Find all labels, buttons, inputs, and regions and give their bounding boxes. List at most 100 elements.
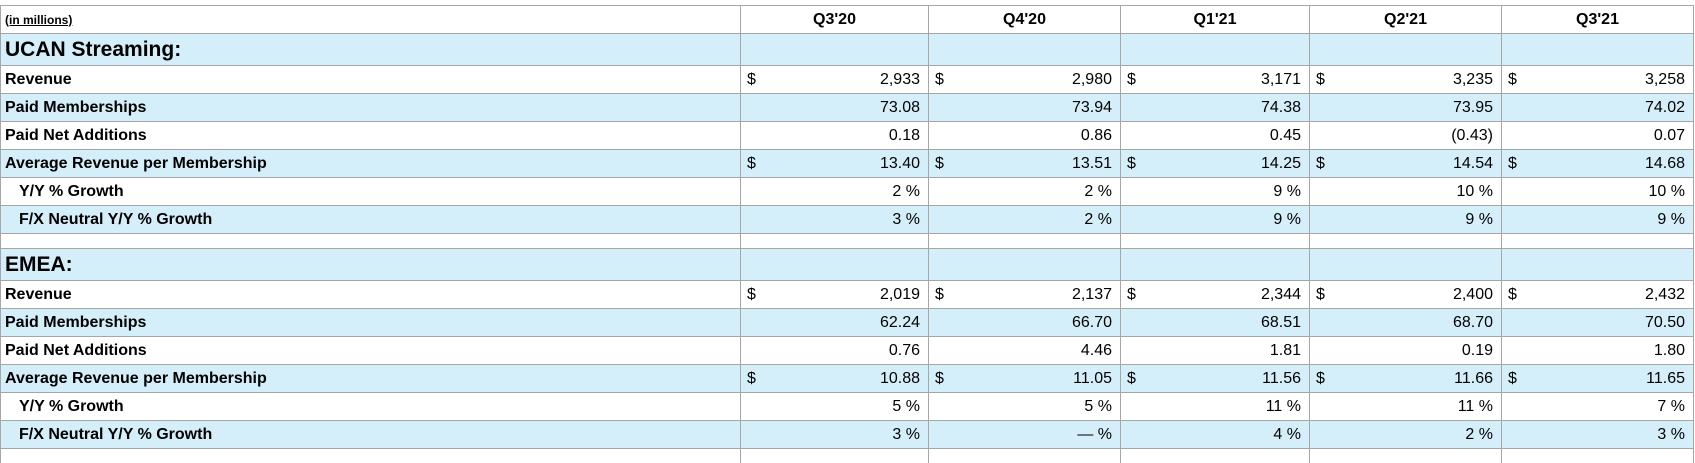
cell-value: 2,019 — [879, 285, 920, 303]
cell-content: $11.56 — [1127, 370, 1303, 388]
cell-content: 0.07 — [1508, 127, 1687, 145]
cell-content: $3,258 — [1508, 71, 1687, 89]
cell-content: 62.24 — [747, 314, 922, 332]
value-cell: $13.40 — [740, 149, 929, 178]
row-label: F/X Neutral Y/Y % Growth — [0, 420, 741, 449]
value-cell: $2,137 — [928, 280, 1121, 309]
cell-value: 73.94 — [1071, 98, 1112, 116]
data-row: Average Revenue per Membership $13.40 $13.… — [0, 149, 1694, 178]
cell-content: 10 % — [1316, 183, 1495, 201]
empty-cell — [1309, 448, 1502, 463]
currency-symbol: $ — [1316, 369, 1325, 387]
empty-cell — [1120, 248, 1310, 281]
cell-content: 3 % — [747, 211, 922, 229]
cell-value: 9 % — [1273, 210, 1301, 228]
cell-content: 0.76 — [747, 342, 922, 360]
cell-content: $2,980 — [935, 71, 1114, 89]
cell-content: $11.65 — [1508, 370, 1687, 388]
cell-value: 9 % — [1465, 210, 1493, 228]
value-cell: 3 % — [740, 420, 929, 449]
currency-symbol: $ — [1508, 70, 1517, 88]
cell-content: $10.88 — [747, 370, 922, 388]
value-cell: 1.81 — [1120, 336, 1310, 365]
empty-cell — [740, 33, 929, 66]
cell-content: $11.66 — [1316, 370, 1495, 388]
empty-cell — [1120, 448, 1310, 463]
value-cell: 1.80 — [1501, 336, 1694, 365]
cell-content: 11 % — [1127, 398, 1303, 416]
value-cell: 11 % — [1309, 392, 1502, 421]
financial-table: (in millions) Q3'20 Q4'20 Q1'21 Q2'21 Q3'21 UC… — [0, 5, 1694, 463]
period-header: Q3'21 — [1501, 5, 1694, 34]
value-cell: $10.88 — [740, 364, 929, 393]
cell-content: $2,344 — [1127, 286, 1303, 304]
cell-value: 11 % — [1265, 397, 1301, 415]
currency-symbol: $ — [935, 285, 944, 303]
currency-symbol: $ — [1316, 285, 1325, 303]
cell-content: 9 % — [1127, 183, 1303, 201]
cell-value: 3,235 — [1452, 70, 1493, 88]
data-row: Y/Y % Growth 5 % 5 % 11 % 11 % 7 % — [0, 392, 1694, 421]
currency-symbol: $ — [1508, 154, 1517, 172]
cell-content: 5 % — [935, 398, 1114, 416]
cell-content: 2 % — [935, 183, 1114, 201]
cell-value: 0.45 — [1269, 126, 1301, 144]
cell-content: 70.50 — [1508, 314, 1687, 332]
cell-content: (0.43) — [1316, 127, 1495, 145]
value-cell: 5 % — [928, 392, 1121, 421]
cell-value: 13.40 — [879, 154, 920, 172]
cell-value: 0.76 — [888, 341, 920, 359]
cell-value: 70.50 — [1644, 313, 1685, 331]
cell-content: 0.86 — [935, 127, 1114, 145]
cell-content: $14.54 — [1316, 155, 1495, 173]
value-cell: $11.65 — [1501, 364, 1694, 393]
row-label: Paid Memberships — [0, 93, 741, 122]
currency-symbol: $ — [1508, 285, 1517, 303]
cell-value: 14.54 — [1452, 154, 1493, 172]
value-cell: 70.50 — [1501, 308, 1694, 337]
cell-value: — % — [1077, 425, 1112, 443]
value-cell: 0.45 — [1120, 121, 1310, 150]
value-cell: 4.46 — [928, 336, 1121, 365]
value-cell: 9 % — [1120, 205, 1310, 234]
value-cell: $13.51 — [928, 149, 1121, 178]
currency-symbol: $ — [935, 154, 944, 172]
cell-content: $11.05 — [935, 370, 1114, 388]
currency-symbol: $ — [747, 369, 756, 387]
period-header: Q3'20 — [740, 5, 929, 34]
data-row: Y/Y % Growth 2 % 2 % 9 % 10 % 10 % — [0, 177, 1694, 206]
row-label: Revenue — [0, 280, 741, 309]
value-cell: $2,344 — [1120, 280, 1310, 309]
cell-value: 0.86 — [1080, 126, 1112, 144]
currency-symbol: $ — [1127, 70, 1136, 88]
empty-cell — [1309, 233, 1502, 249]
section-title-row: EMEA: — [0, 248, 1694, 281]
cell-content: 11 % — [1316, 398, 1495, 416]
empty-cell — [740, 248, 929, 281]
cell-value: 14.25 — [1260, 154, 1301, 172]
cell-value: 9 % — [1273, 182, 1301, 200]
value-cell: 73.08 — [740, 93, 929, 122]
value-cell: 11 % — [1120, 392, 1310, 421]
row-label: Y/Y % Growth — [0, 392, 741, 421]
cell-content: $3,235 — [1316, 71, 1495, 89]
cell-content: 4.46 — [935, 342, 1114, 360]
cell-value: 62.24 — [879, 313, 920, 331]
empty-cell — [740, 448, 929, 463]
value-cell: 3 % — [740, 205, 929, 234]
cell-value: 3 % — [892, 210, 920, 228]
cell-content: 3 % — [1508, 426, 1687, 444]
cell-content: 5 % — [747, 398, 922, 416]
value-cell: — % — [928, 420, 1121, 449]
empty-cell — [0, 448, 741, 463]
cell-value: 0.19 — [1461, 341, 1493, 359]
cell-content: 10 % — [1508, 183, 1687, 201]
trailing-row — [0, 448, 1694, 463]
cell-value: 66.70 — [1071, 313, 1112, 331]
units-note: (in millions) — [0, 5, 741, 34]
table-body: (in millions) Q3'20 Q4'20 Q1'21 Q2'21 Q3'21 UC… — [0, 5, 1694, 463]
cell-value: 3 % — [1657, 425, 1685, 443]
value-cell: $3,235 — [1309, 65, 1502, 94]
value-cell: 0.18 — [740, 121, 929, 150]
cell-content: 73.95 — [1316, 99, 1495, 117]
